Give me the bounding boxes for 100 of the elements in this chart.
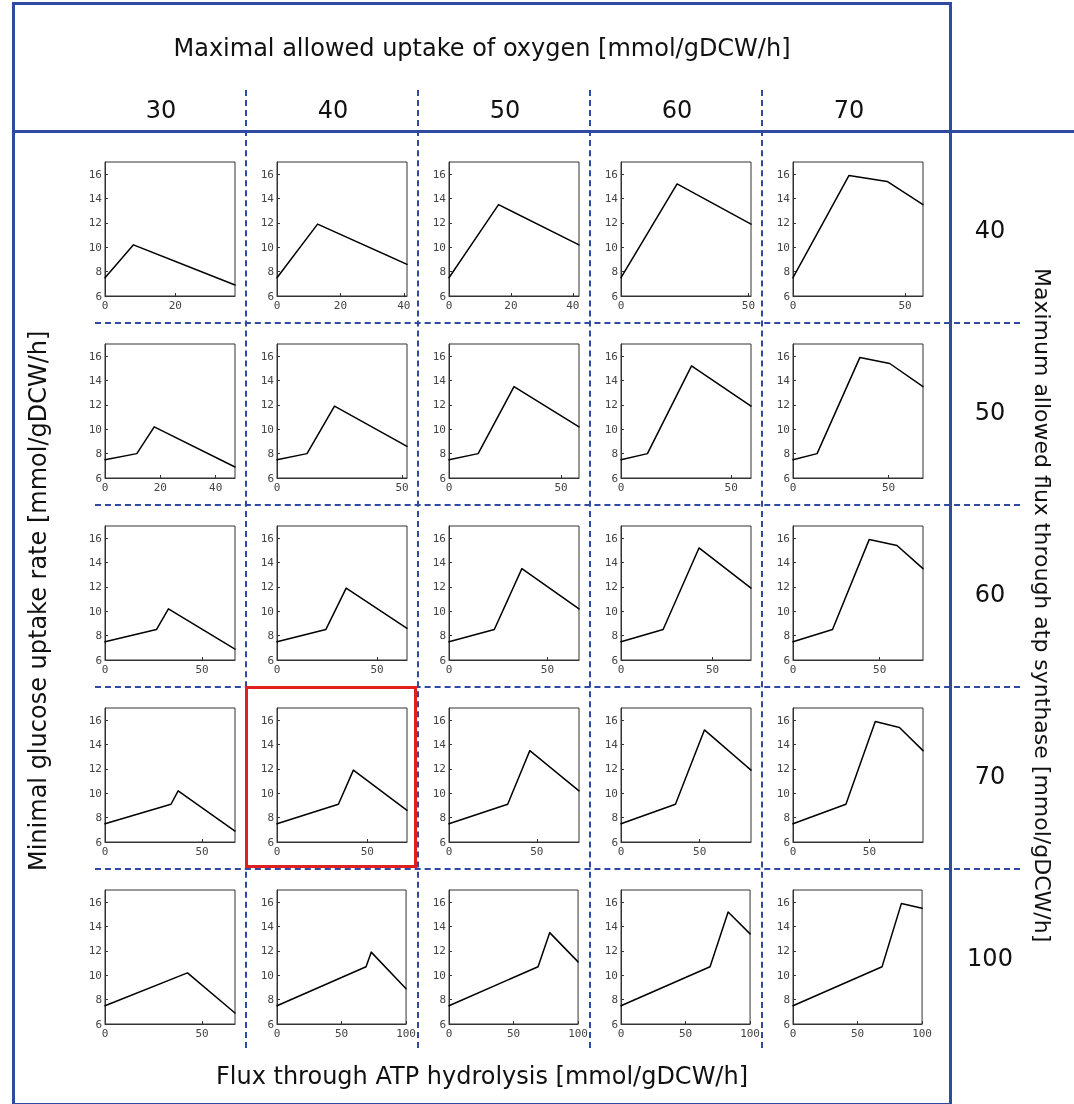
x-tick-label: 0 — [273, 1027, 281, 1040]
y-tick-label: 16 — [604, 531, 618, 545]
y-tick-label: 8 — [95, 993, 102, 1007]
y-tick-label: 12 — [604, 580, 618, 594]
line-series — [792, 356, 924, 461]
y-tick-label: 12 — [604, 216, 618, 230]
x-tick-label: 50 — [195, 1027, 209, 1040]
y-tick-label: 16 — [432, 349, 446, 363]
y-tick-label: 10 — [432, 604, 446, 618]
y-tick-label: 12 — [260, 580, 274, 594]
line-series — [104, 790, 236, 832]
y-tick-label: 10 — [776, 604, 790, 618]
y-tick-label: 14 — [88, 738, 103, 752]
y-tick-label: 16 — [432, 895, 446, 909]
y-tick-label: 10 — [88, 240, 102, 254]
y-tick-label: 14 — [260, 556, 275, 570]
y-tick-label: 8 — [439, 993, 446, 1007]
y-tick-label: 12 — [260, 398, 274, 412]
y-tick-label: 8 — [783, 629, 790, 643]
x-tick-label: 0 — [101, 481, 109, 494]
y-tick-label: 6 — [95, 835, 102, 849]
y-tick-label: 10 — [88, 968, 102, 982]
y-tick-label: 12 — [776, 762, 790, 776]
y-tick-label: 8 — [439, 447, 446, 461]
x-tick-label: 0 — [273, 299, 281, 312]
line-series — [792, 720, 924, 825]
y2-axis-title: 50 — [973, 398, 1007, 426]
x-tick-label: 50 — [873, 663, 887, 676]
x-tick-label: 100 — [396, 1027, 416, 1040]
y-tick-label: 16 — [776, 713, 790, 727]
y-tick-label: 12 — [432, 398, 446, 412]
y-tick-label: 8 — [611, 811, 618, 825]
y-tick-label: 8 — [611, 447, 618, 461]
y-tick-label: 10 — [432, 786, 446, 800]
y2-axis-title: 40 — [973, 216, 1007, 244]
y-tick-label: 16 — [260, 531, 274, 545]
x-tick-label: 0 — [617, 663, 625, 676]
y-tick-label: 16 — [604, 895, 618, 909]
y-tick-label: 14 — [260, 738, 275, 752]
y-tick-label: 6 — [95, 1017, 102, 1031]
y-tick-label: 16 — [432, 713, 446, 727]
x-tick-label: 0 — [445, 845, 453, 858]
x-tick-label: 50 — [540, 663, 555, 676]
y-tick-label: 16 — [260, 349, 274, 363]
y-tick-label: 10 — [776, 968, 790, 982]
y-tick-label: 12 — [432, 580, 446, 594]
y-tick-label: 14 — [432, 192, 447, 206]
y-tick-label: 16 — [88, 895, 102, 909]
x-tick-label: 0 — [445, 299, 453, 312]
line-series — [104, 426, 236, 468]
y-tick-label: 16 — [88, 349, 102, 363]
x-tick-label: 50 — [195, 845, 209, 858]
line-series — [620, 365, 752, 461]
x-tick-label: 0 — [617, 481, 625, 494]
x-tick-label: 20 — [168, 299, 182, 312]
y-tick-label: 12 — [776, 580, 790, 594]
y-tick-label: 8 — [267, 265, 274, 279]
y-tick-label: 6 — [95, 289, 102, 303]
x-tick-label: 0 — [273, 845, 281, 858]
chart-title: 70 — [832, 96, 866, 124]
y-tick-label: 10 — [604, 240, 618, 254]
y2-axis-title: 100 — [966, 944, 1014, 972]
y-tick-label: 6 — [439, 835, 446, 849]
y-tick-label: 10 — [260, 786, 274, 800]
y-tick-label: 12 — [776, 944, 790, 958]
x-tick-label: 50 — [360, 845, 374, 858]
y-tick-label: 8 — [267, 629, 274, 643]
y-tick-label: 6 — [611, 289, 618, 303]
x-tick-label: 0 — [101, 299, 109, 312]
y-tick-label: 10 — [604, 968, 618, 982]
y-tick-label: 6 — [783, 1017, 790, 1031]
y-tick-label: 6 — [439, 471, 446, 485]
line-series — [792, 902, 923, 1007]
y-tick-label: 14 — [604, 556, 619, 570]
x-tick-label: 50 — [395, 481, 409, 494]
x-tick-label: 100 — [912, 1027, 932, 1040]
text: Minimal glucose uptake rate [mmol/gDCW/h] — [24, 329, 52, 874]
y-tick-label: 10 — [88, 786, 102, 800]
x-tick-label: 40 — [566, 299, 580, 312]
x-tick-label: 0 — [789, 663, 797, 676]
y-tick-label: 10 — [604, 786, 618, 800]
y-tick-label: 6 — [611, 1017, 618, 1031]
y-tick-label: 6 — [267, 289, 274, 303]
y-tick-label: 12 — [432, 762, 446, 776]
line-series — [448, 385, 580, 461]
x-tick-label: 50 — [881, 481, 896, 494]
x-tick-label: 50 — [693, 845, 707, 858]
y-tick-label: 6 — [783, 653, 790, 667]
y-tick-label: 6 — [267, 835, 274, 849]
x-tick-label: 0 — [617, 1027, 625, 1040]
x-tick-label: 50 — [195, 663, 209, 676]
x-tick-label: 50 — [370, 663, 384, 676]
y-tick-label: 6 — [611, 471, 618, 485]
y-tick-label: 12 — [260, 762, 274, 776]
line-series — [448, 931, 579, 1007]
y-tick-label: 16 — [776, 349, 790, 363]
text: Flux through ATP hydrolysis [mmol/gDCW/h] — [215, 1062, 749, 1090]
x-tick-label: 0 — [101, 845, 109, 858]
y-tick-label: 12 — [604, 944, 618, 958]
y-tick-label: 6 — [611, 653, 618, 667]
